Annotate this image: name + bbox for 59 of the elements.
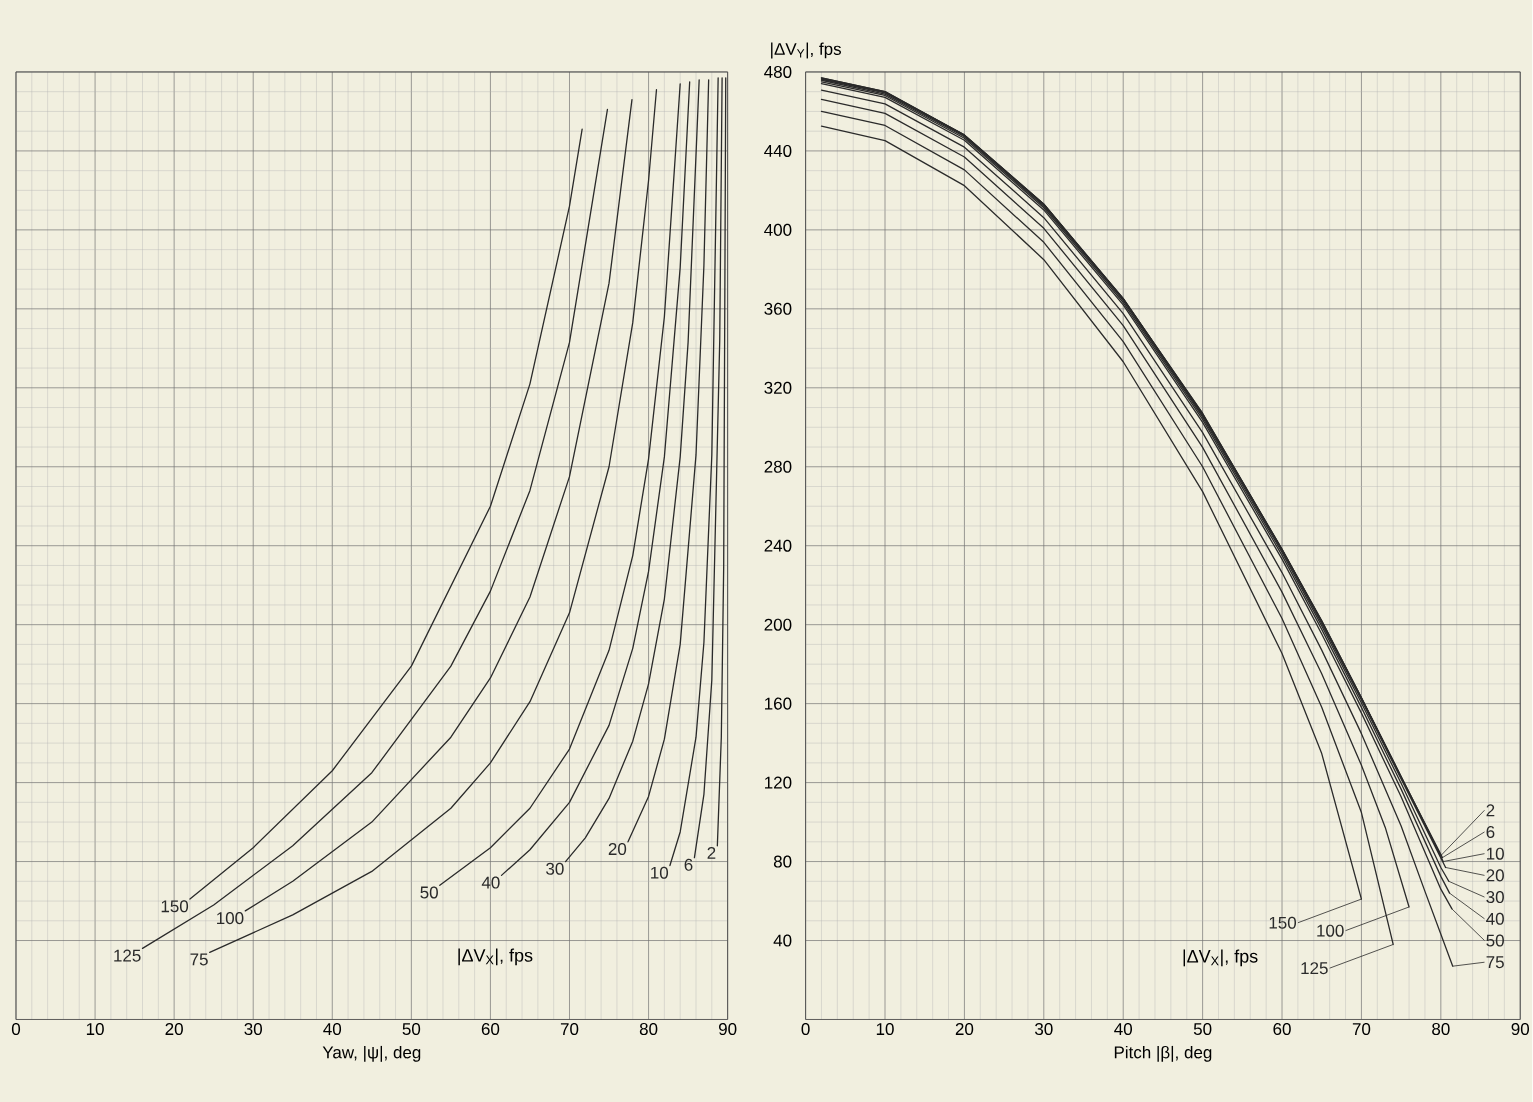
y-tick-label: 440: [764, 144, 792, 157]
x-tick-label: 80: [639, 1022, 658, 1035]
x-tick-label: 20: [165, 1022, 183, 1035]
x-axis-title: Yaw, |ψ|, deg: [322, 1045, 421, 1062]
y-tick-label: 400: [764, 223, 792, 236]
x-tick-label: 90: [718, 1022, 737, 1035]
text: 100: [1317, 924, 1344, 937]
y-tick-label: 240: [764, 539, 792, 552]
x-tick-label: 60: [481, 1022, 500, 1035]
y-tick-label: 40: [773, 934, 792, 947]
text: 6: [1486, 825, 1495, 838]
legend-label: 10: [1487, 847, 1504, 860]
x-tick-label: 30: [1035, 1022, 1053, 1035]
text: 125: [1301, 961, 1328, 974]
y-tick-label: 480: [764, 65, 792, 78]
x-tick-label: 70: [1352, 1022, 1371, 1035]
y-axis-title: |ΔV$_{Y}$|, fps: [771, 42, 842, 59]
series-label: 150: [161, 900, 189, 913]
x-axis-title: Pitch |β|, deg: [1114, 1045, 1212, 1062]
series-label: 100: [217, 911, 244, 924]
series-label: 6: [684, 858, 693, 871]
x-tick-label: 90: [1511, 1022, 1530, 1035]
series-label: 30: [546, 862, 564, 875]
series-label: 2: [707, 846, 716, 859]
legend-title: |ΔV$_{X}$|, fps: [458, 948, 533, 966]
series-label: 40: [481, 876, 500, 889]
y-tick-label: 360: [764, 302, 792, 315]
y-tick-label: 160: [765, 697, 792, 710]
text: 50: [1486, 934, 1504, 947]
series-label: 75: [190, 953, 208, 966]
series-label: 20: [608, 842, 627, 855]
y-tick-label: 280: [764, 460, 792, 473]
series-label: 50: [420, 886, 438, 899]
y-tick-label: 200: [764, 618, 792, 631]
x-tick-label: 0: [801, 1022, 810, 1035]
legend-title: |ΔV$_{X}$|, fps: [1183, 949, 1258, 967]
legend-label: 75: [1486, 956, 1504, 968]
x-tick-label: 10: [876, 1022, 894, 1035]
x-tick-label: 20: [955, 1022, 974, 1035]
series-label: 10: [651, 866, 669, 879]
x-tick-label: 50: [402, 1022, 421, 1035]
y-tick-label: 320: [764, 381, 792, 394]
legend-label: 40: [1486, 912, 1504, 925]
x-tick-label: 40: [323, 1022, 342, 1035]
x-tick-label: 0: [11, 1022, 21, 1035]
x-tick-label: 80: [1432, 1022, 1450, 1035]
y-tick-label: 80: [773, 855, 792, 868]
series-label: 125: [114, 949, 141, 962]
text: 150: [1269, 916, 1297, 929]
y-tick-label: 120: [765, 776, 792, 789]
x-tick-label: 30: [244, 1022, 262, 1035]
x-tick-label: 40: [1114, 1022, 1133, 1035]
legend-label: 30: [1486, 890, 1504, 903]
x-tick-label: 60: [1273, 1022, 1291, 1035]
text: 2: [1486, 804, 1495, 816]
x-tick-label: 50: [1193, 1022, 1212, 1035]
x-tick-label: 70: [560, 1022, 579, 1035]
legend-label: 20: [1486, 869, 1504, 882]
x-tick-label: 10: [86, 1022, 104, 1035]
